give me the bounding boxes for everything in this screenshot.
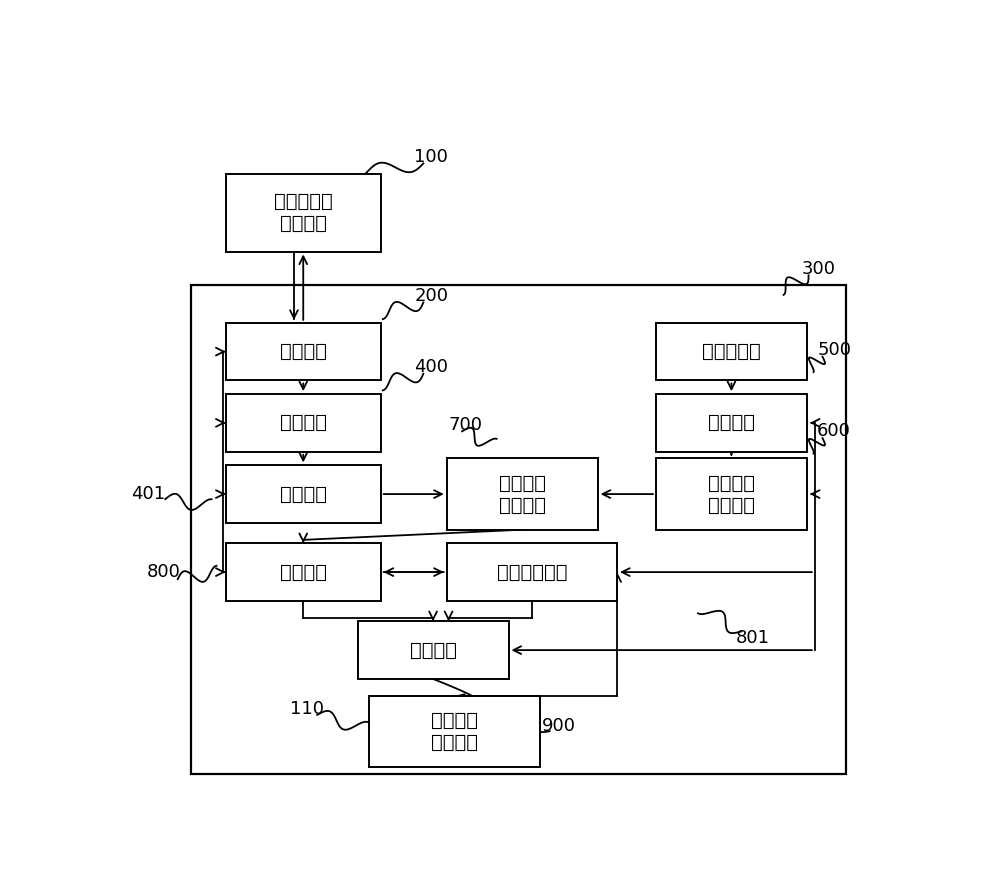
Text: 超声波雷达: 超声波雷达 [702, 342, 761, 361]
Bar [447, 458, 598, 529]
Bar [226, 544, 381, 601]
Text: 避撞保护模块: 避撞保护模块 [497, 563, 567, 581]
Text: 100: 100 [414, 148, 448, 166]
Text: 900: 900 [542, 717, 576, 736]
Text: 801: 801 [736, 629, 770, 648]
Bar [447, 544, 617, 601]
Text: 300: 300 [802, 260, 836, 278]
Bar [358, 621, 509, 679]
Text: 跟随区域
规划模块: 跟随区域 规划模块 [499, 474, 546, 515]
Text: 600: 600 [817, 422, 851, 440]
Text: 定位模块: 定位模块 [280, 485, 327, 504]
Text: 局部网格
地图模块: 局部网格 地图模块 [708, 474, 755, 515]
Bar [656, 394, 807, 452]
Bar [226, 322, 381, 381]
Text: 500: 500 [817, 341, 851, 359]
Text: 行走装置: 行走装置 [410, 640, 457, 660]
Bar [226, 394, 381, 452]
Text: 分析模块: 分析模块 [280, 413, 327, 433]
Bar [226, 174, 381, 252]
Text: 手持设备的
蓝牙模块: 手持设备的 蓝牙模块 [274, 192, 333, 233]
Text: 跟随模块: 跟随模块 [280, 563, 327, 581]
Text: 400: 400 [414, 358, 448, 376]
Text: 700: 700 [449, 416, 483, 433]
Text: 200: 200 [414, 286, 448, 305]
Text: 待机模式
切换模块: 待机模式 切换模块 [431, 711, 478, 752]
Text: 401: 401 [131, 485, 165, 503]
Text: 800: 800 [147, 564, 181, 581]
Bar [226, 465, 381, 523]
Bar [369, 696, 540, 767]
Bar [656, 458, 807, 529]
Text: 蓝牙模块: 蓝牙模块 [280, 342, 327, 361]
Bar [656, 322, 807, 381]
Text: 110: 110 [290, 700, 324, 719]
Text: 检测模块: 检测模块 [708, 413, 755, 433]
Bar [191, 285, 846, 774]
